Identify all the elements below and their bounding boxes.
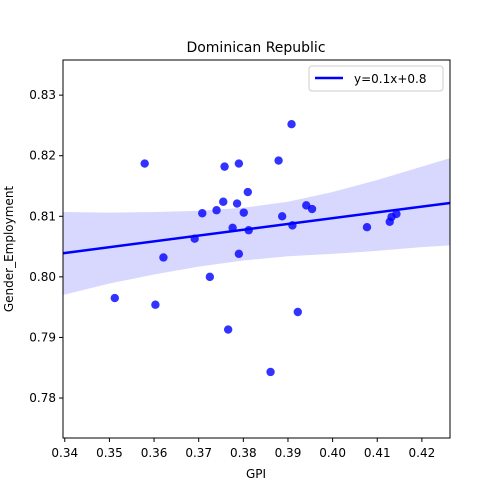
y-tick-label: 0.80 <box>29 270 56 284</box>
legend-box <box>308 65 444 92</box>
x-axis-label: GPI <box>246 467 266 481</box>
y-tick-label: 0.83 <box>29 88 56 102</box>
data-point <box>232 199 242 208</box>
y-tick-label: 0.82 <box>29 149 56 163</box>
data-point <box>151 300 160 309</box>
data-point <box>205 272 215 282</box>
plot-area-frame <box>62 59 451 439</box>
data-point <box>287 120 296 129</box>
data-point <box>219 197 228 206</box>
data-points-layer <box>110 120 401 377</box>
data-point <box>140 159 149 168</box>
confidence-band <box>63 158 450 296</box>
regression-line-layer <box>62 201 451 255</box>
y-axis-ticks: 0.78 0.79 0.80 0.81 0.82 0.83 <box>29 88 63 405</box>
data-point <box>198 209 207 218</box>
data-point <box>392 209 401 219</box>
y-tick-label: 0.81 <box>29 209 56 223</box>
y-tick-label: 0.79 <box>29 330 56 344</box>
data-point <box>362 222 372 232</box>
x-tick-label: 0.40 <box>319 446 346 460</box>
data-point <box>234 159 244 168</box>
data-point <box>266 367 275 377</box>
data-point <box>223 325 233 334</box>
data-point <box>212 206 221 215</box>
x-tick-label: 0.35 <box>96 446 123 460</box>
x-axis-ticks: 0.34 0.35 0.36 0.37 0.38 0.39 0.40 0.41 0.42 <box>51 438 435 460</box>
data-point <box>243 187 252 197</box>
data-point <box>220 162 229 171</box>
data-point <box>228 223 237 232</box>
data-point <box>239 208 248 217</box>
confidence-band-layer <box>63 158 450 296</box>
data-point <box>159 253 168 262</box>
legend-label: y=0.1x+0.8 <box>354 72 426 86</box>
data-point <box>110 293 119 303</box>
x-tick-label: 0.41 <box>364 446 391 460</box>
x-tick-label: 0.42 <box>409 446 436 460</box>
x-tick-label: 0.37 <box>185 446 212 460</box>
x-tick-label: 0.38 <box>230 446 257 460</box>
regression-line <box>62 201 451 255</box>
data-point <box>307 204 317 214</box>
data-point <box>293 307 302 317</box>
data-point <box>190 234 199 243</box>
data-point <box>234 249 244 259</box>
data-point <box>244 226 253 235</box>
legend: y=0.1x+0.8 <box>308 65 444 92</box>
data-point <box>288 221 297 230</box>
y-tick-label: 0.78 <box>29 391 56 405</box>
x-tick-label: 0.36 <box>141 446 168 460</box>
x-tick-label: 0.34 <box>51 446 78 460</box>
chart-title: Dominican Republic <box>186 40 325 56</box>
data-point <box>277 212 287 221</box>
y-axis-label: Gender_Employment <box>2 186 16 313</box>
data-point <box>274 156 283 165</box>
x-tick-label: 0.39 <box>275 446 302 460</box>
